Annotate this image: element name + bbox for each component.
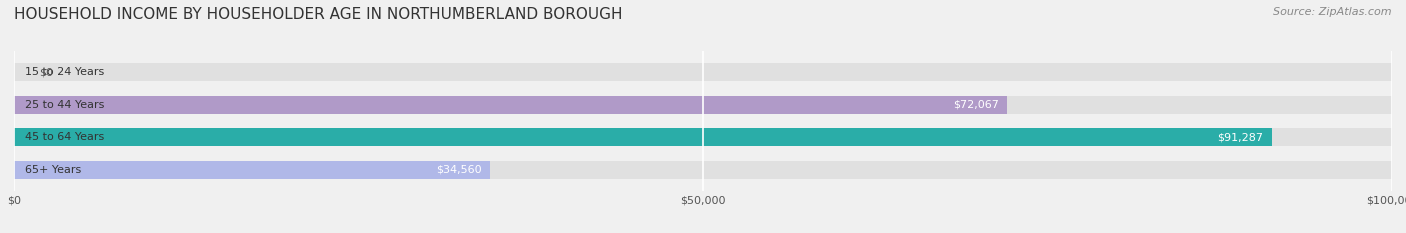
Bar: [14, 128, 1272, 146]
Text: 15 to 24 Years: 15 to 24 Years: [25, 67, 104, 77]
Text: HOUSEHOLD INCOME BY HOUSEHOLDER AGE IN NORTHUMBERLAND BOROUGH: HOUSEHOLD INCOME BY HOUSEHOLDER AGE IN N…: [14, 7, 623, 22]
Bar: [14, 161, 491, 179]
Bar: [14, 161, 1392, 179]
Text: $72,067: $72,067: [953, 100, 998, 110]
Bar: [14, 96, 1392, 114]
Text: 25 to 44 Years: 25 to 44 Years: [25, 100, 104, 110]
Text: $0: $0: [39, 67, 53, 77]
Text: $34,560: $34,560: [436, 165, 482, 175]
Bar: [14, 96, 1007, 114]
Text: 65+ Years: 65+ Years: [25, 165, 82, 175]
Text: $91,287: $91,287: [1218, 132, 1264, 142]
Text: 45 to 64 Years: 45 to 64 Years: [25, 132, 104, 142]
Bar: [14, 63, 1392, 81]
Bar: [14, 128, 1392, 146]
Text: Source: ZipAtlas.com: Source: ZipAtlas.com: [1274, 7, 1392, 17]
